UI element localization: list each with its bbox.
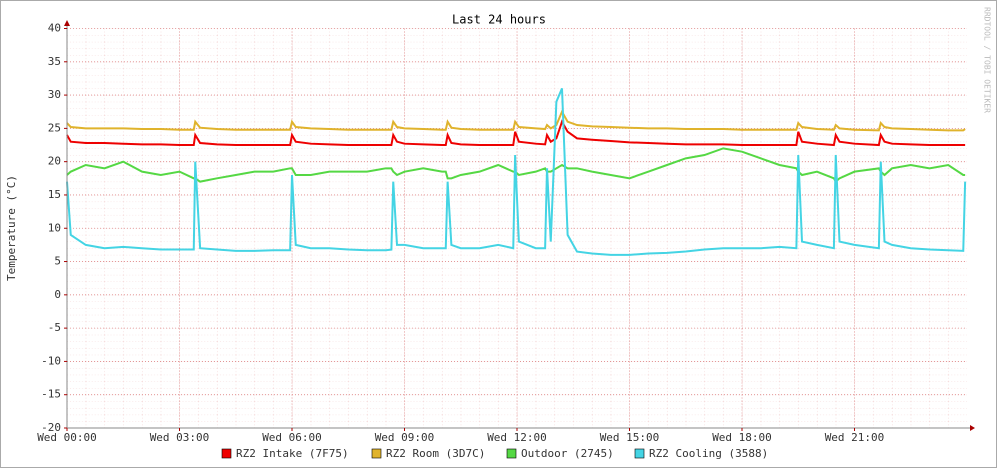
y-tick-label: 35	[48, 55, 61, 68]
series-line	[66, 147, 966, 184]
y-tick-label: 25	[48, 121, 61, 134]
legend-label: RZ2 Cooling (3588)	[649, 447, 768, 460]
y-tick-label: 0	[54, 288, 61, 301]
series-line	[66, 88, 967, 256]
y-axis-label: Temperature (°C)	[5, 175, 18, 281]
watermark: RRDTOOL / TOBI OETIKER	[983, 7, 992, 113]
x-tick-label: Wed 09:00	[375, 431, 435, 444]
y-tick-label: -5	[48, 321, 61, 334]
axes	[66, 24, 972, 429]
series-line	[66, 119, 966, 147]
y-tick-label: -15	[41, 388, 61, 401]
y-tick-label: 10	[48, 221, 61, 234]
y-tick-label: 40	[48, 22, 61, 35]
x-tick-label: Wed 21:00	[825, 431, 885, 444]
x-tick-label: Wed 00:00	[37, 431, 97, 444]
x-tick-label: Wed 18:00	[712, 431, 772, 444]
legend-swatch	[371, 448, 382, 459]
legend-label: Outdoor (2745)	[521, 447, 614, 460]
y-tick-label: -10	[41, 354, 61, 367]
x-tick-label: Wed 15:00	[600, 431, 660, 444]
x-tick-label: Wed 12:00	[487, 431, 547, 444]
chart-title: Last 24 hours	[452, 13, 546, 27]
series-line	[66, 109, 966, 132]
y-tick-label: -20	[41, 421, 61, 434]
x-tick-label: Wed 06:00	[262, 431, 322, 444]
legend-swatch	[506, 448, 517, 459]
y-tick-label: 20	[48, 155, 61, 168]
y-tick-label: 15	[48, 188, 61, 201]
x-tick-label: Wed 03:00	[150, 431, 210, 444]
legend-label: RZ2 Intake (7F75)	[236, 447, 349, 460]
legend-label: RZ2 Room (3D7C)	[386, 447, 485, 460]
y-tick-label: 5	[54, 255, 61, 268]
legend-swatch	[634, 448, 645, 459]
legend-swatch	[221, 448, 232, 459]
y-tick-label: 30	[48, 88, 61, 101]
